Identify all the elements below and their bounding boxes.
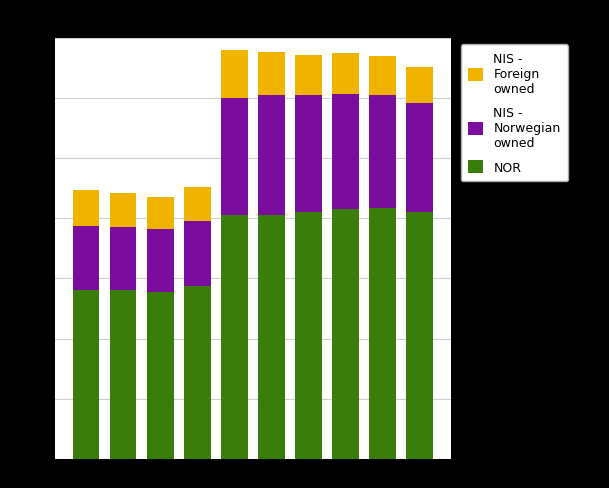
Bar [258, 216, 284, 459]
Bar [73, 291, 99, 459]
Bar [406, 67, 432, 103]
Bar [184, 222, 211, 286]
Bar [332, 210, 359, 459]
Bar [295, 96, 322, 213]
Bar [406, 213, 432, 459]
Legend: NIS -
Foreign
owned, NIS -
Norwegian
owned, NOR: NIS - Foreign owned, NIS - Norwegian own… [461, 45, 568, 182]
Bar [332, 54, 359, 95]
Bar [147, 198, 174, 229]
Bar [369, 57, 396, 96]
Bar [258, 53, 284, 96]
Bar [369, 96, 396, 208]
Bar [221, 216, 247, 459]
Bar [110, 193, 136, 228]
Bar [221, 99, 247, 216]
Bar [110, 228, 136, 291]
Bar [73, 226, 99, 291]
Bar [295, 213, 322, 459]
Bar [258, 96, 284, 216]
Bar [73, 190, 99, 226]
Bar [295, 56, 322, 96]
Bar [147, 292, 174, 459]
Bar [184, 286, 211, 459]
Bar [110, 291, 136, 459]
Bar [184, 187, 211, 222]
Bar [147, 229, 174, 292]
Bar [369, 208, 396, 459]
Bar [406, 103, 432, 213]
Bar [332, 95, 359, 210]
Bar [221, 51, 247, 99]
